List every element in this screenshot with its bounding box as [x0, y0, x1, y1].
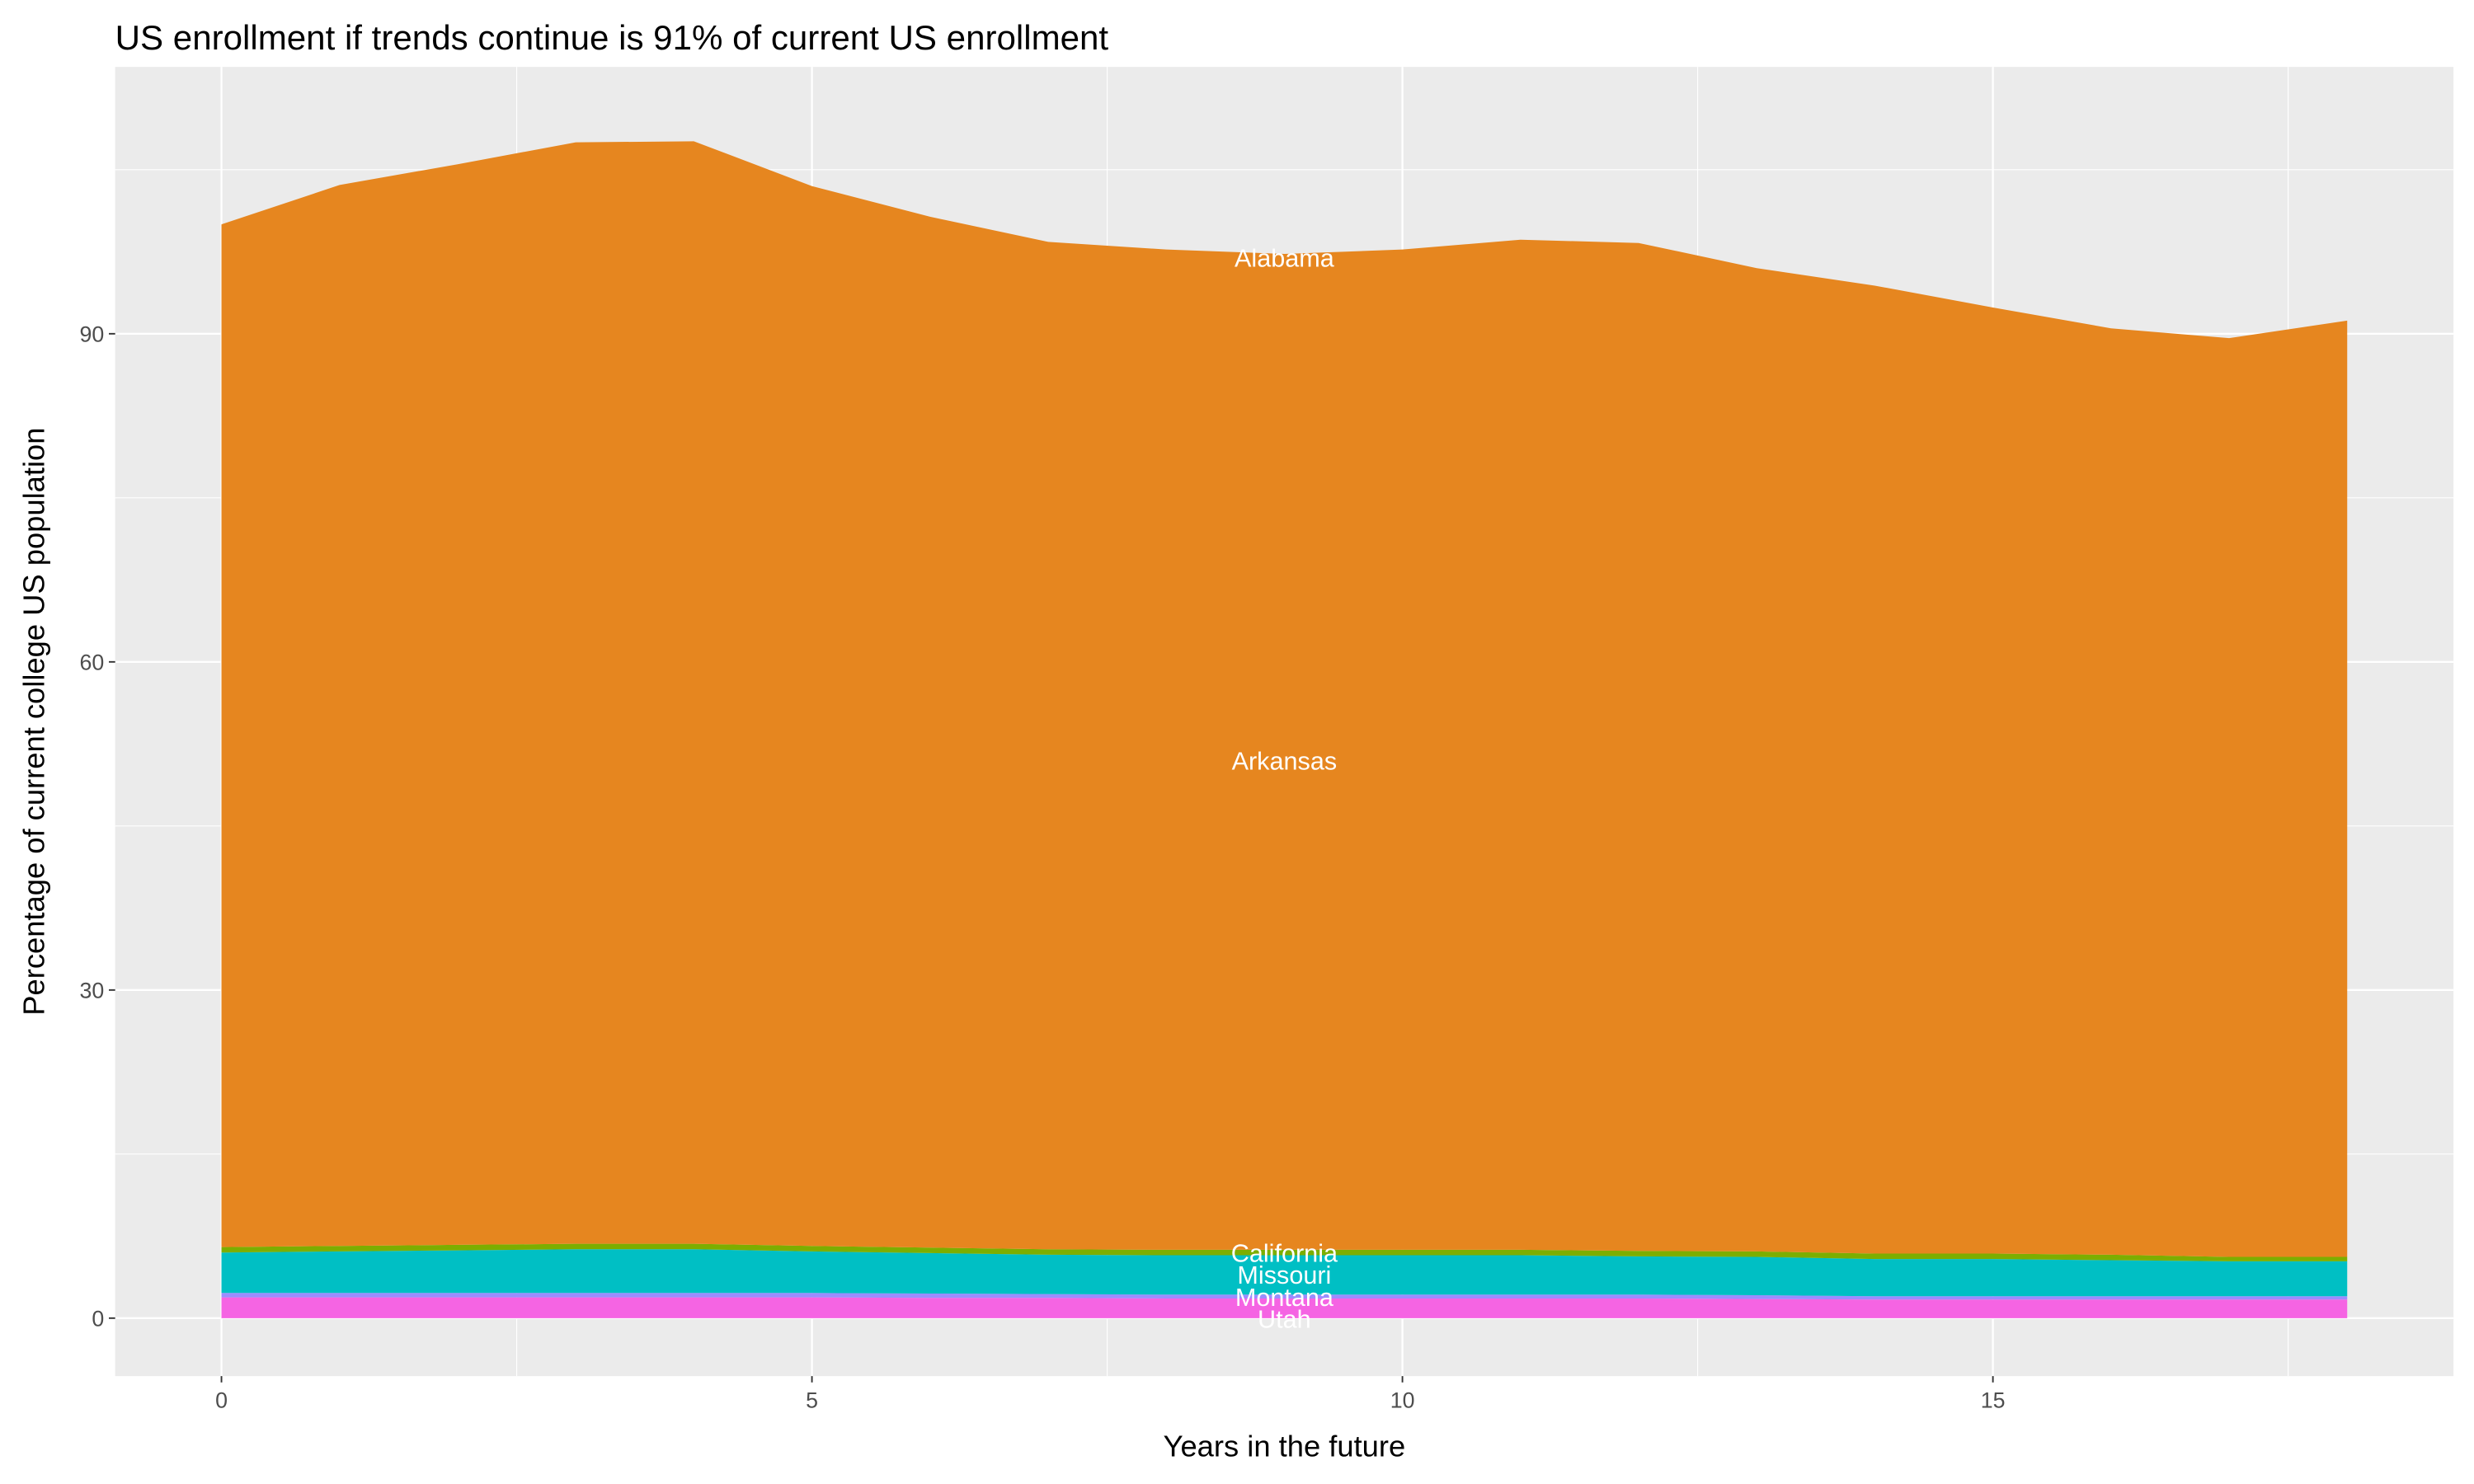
series-label-california: California	[1231, 1240, 1338, 1268]
series-label-montana: Montana	[1235, 1284, 1334, 1312]
series-label-arkansas: Arkansas	[1232, 748, 1338, 776]
area-utah	[221, 1297, 2348, 1318]
y-tick-label: 0	[92, 1306, 104, 1331]
y-tick-label: 90	[79, 322, 104, 346]
series-label-alabama: Alabama	[1235, 244, 1335, 272]
y-tick-label: 30	[79, 978, 104, 1003]
area-montana	[221, 1293, 2348, 1300]
area-arkansas	[221, 141, 2348, 1257]
series-label-missouri: Missouri	[1237, 1261, 1331, 1289]
y-axis: 0 30 60 90	[79, 322, 115, 1331]
x-tick-label: 5	[806, 1388, 818, 1412]
series-label-utah: Utah	[1258, 1305, 1311, 1333]
x-tick-label: 15	[1981, 1388, 2006, 1412]
areas	[221, 141, 2348, 1318]
y-axis-label: Percentage of current college US populat…	[17, 428, 51, 1016]
x-axis: 0 5 10 15	[215, 1376, 2006, 1412]
chart-title: US enrollment if trends continue is 91% …	[115, 18, 1109, 57]
area-missouri	[221, 1249, 2348, 1297]
x-tick-label: 0	[215, 1388, 228, 1412]
x-axis-label: Years in the future	[1164, 1430, 1406, 1463]
x-tick-label: 10	[1390, 1388, 1415, 1412]
y-tick-label: 60	[79, 650, 104, 674]
area-california	[221, 1243, 2348, 1261]
